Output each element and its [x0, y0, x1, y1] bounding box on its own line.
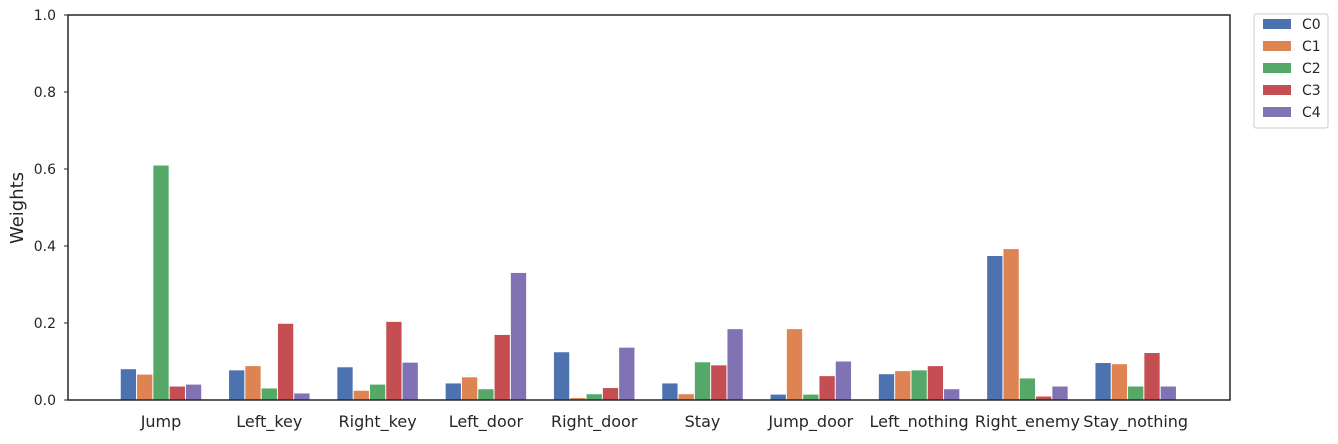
bar-c3-left-door	[494, 334, 510, 400]
bar-c0-left-door	[445, 383, 461, 400]
bar-c2-left-door	[478, 389, 494, 400]
y-tick-label: 1.0	[34, 8, 56, 24]
plot-frame	[67, 14, 1231, 401]
x-tick-label: Right_door	[551, 412, 638, 432]
bar-c3-jump	[169, 386, 185, 400]
bar-c1-jump	[137, 374, 153, 400]
bar-c2-jump	[153, 165, 169, 400]
bar-c0-left-nothing	[878, 374, 895, 400]
bar-c2-right-enemy	[1019, 378, 1036, 400]
bar-c4-right-key	[402, 362, 418, 400]
legend-label-c1: C1	[1302, 39, 1321, 55]
bar-c1-right-enemy	[1003, 249, 1019, 400]
y-tick-label: 0.0	[34, 393, 56, 409]
bar-c3-right-door	[602, 388, 619, 400]
legend-swatch-c3	[1263, 85, 1291, 95]
bar-c4-left-door	[510, 272, 527, 400]
bar-c3-stay-nothing	[1144, 353, 1160, 400]
legend-swatch-c0	[1263, 19, 1291, 29]
bar-c2-left-nothing	[911, 370, 927, 400]
bar-c0-stay	[662, 383, 678, 400]
y-tick-label: 0.2	[34, 316, 56, 332]
bar-c4-jump-door	[835, 361, 852, 400]
bar-c0-right-key	[337, 367, 353, 400]
legend-swatch-c4	[1263, 107, 1291, 117]
x-axis: Jump Left_key Right_key Left_door Right_door…	[140, 412, 1188, 432]
bar-c2-right-door	[586, 394, 602, 400]
bar-c4-right-door	[619, 347, 635, 400]
legend-swatch-c1	[1263, 41, 1291, 51]
bar-c3-right-enemy	[1036, 396, 1052, 400]
bar-c2-stay	[694, 362, 711, 400]
bar-c0-jump-door	[770, 394, 786, 400]
legend-label-c0: C0	[1302, 17, 1321, 33]
bar-c2-jump-door	[803, 394, 819, 400]
bar-c0-right-enemy	[987, 256, 1003, 400]
bar-c1-right-key	[353, 390, 369, 400]
x-tick-label: Right_key	[339, 412, 417, 432]
x-tick-label: Stay	[685, 412, 721, 431]
x-tick-label: Stay_nothing	[1083, 412, 1188, 432]
legend-label-c4: C4	[1302, 105, 1321, 121]
bar-c1-left-nothing	[895, 371, 911, 401]
bar-c0-stay-nothing	[1095, 363, 1111, 400]
bar-c2-right-key	[369, 384, 386, 400]
y-tick-label: 0.4	[34, 239, 56, 255]
bar-c3-left-nothing	[927, 366, 944, 400]
bar-c0-jump	[120, 369, 137, 400]
legend-label-c2: C2	[1302, 61, 1321, 77]
bar-c4-jump	[185, 384, 202, 400]
bar-c0-left-key	[229, 370, 245, 400]
y-tick-label: 0.8	[34, 85, 56, 101]
bar-c1-left-key	[245, 366, 261, 400]
legend-label-c3: C3	[1302, 83, 1321, 99]
bar-c1-stay	[678, 394, 694, 400]
bar-c3-left-key	[277, 323, 294, 400]
x-tick-label: Jump_door	[767, 412, 853, 432]
bar-c1-stay-nothing	[1111, 364, 1128, 400]
bar-c0-right-door	[553, 352, 570, 400]
bar-c3-right-key	[386, 321, 402, 400]
bar-c3-stay	[711, 365, 727, 400]
bar-c4-left-nothing	[944, 389, 960, 400]
legend-swatch-c2	[1263, 63, 1291, 73]
legend: C0 C1 C2 C3 C4	[1253, 13, 1329, 129]
bar-c4-left-key	[294, 393, 310, 400]
y-tick-label: 0.6	[34, 162, 56, 178]
x-tick-label: Right_enemy	[975, 412, 1080, 432]
x-tick-label: Left_key	[236, 412, 302, 432]
bar-c1-jump-door	[786, 329, 803, 400]
x-tick-label: Jump	[140, 412, 182, 431]
bars-layer	[120, 165, 1176, 401]
bar-c2-stay-nothing	[1128, 386, 1144, 400]
y-axis: 0.0 0.2 0.4 0.6 0.8 1.0	[34, 8, 68, 409]
bar-c1-left-door	[461, 377, 478, 400]
bar-c4-stay-nothing	[1160, 386, 1176, 400]
bar-c3-jump-door	[819, 376, 835, 400]
bar-c4-stay	[727, 329, 743, 400]
x-tick-label: Left_door	[449, 412, 524, 432]
bar-c4-right-enemy	[1052, 386, 1068, 400]
x-tick-label: Left_nothing	[870, 412, 969, 432]
bar-c2-left-key	[261, 388, 277, 400]
bar-c1-right-door	[570, 398, 586, 400]
y-axis-label: Weights	[7, 172, 28, 244]
